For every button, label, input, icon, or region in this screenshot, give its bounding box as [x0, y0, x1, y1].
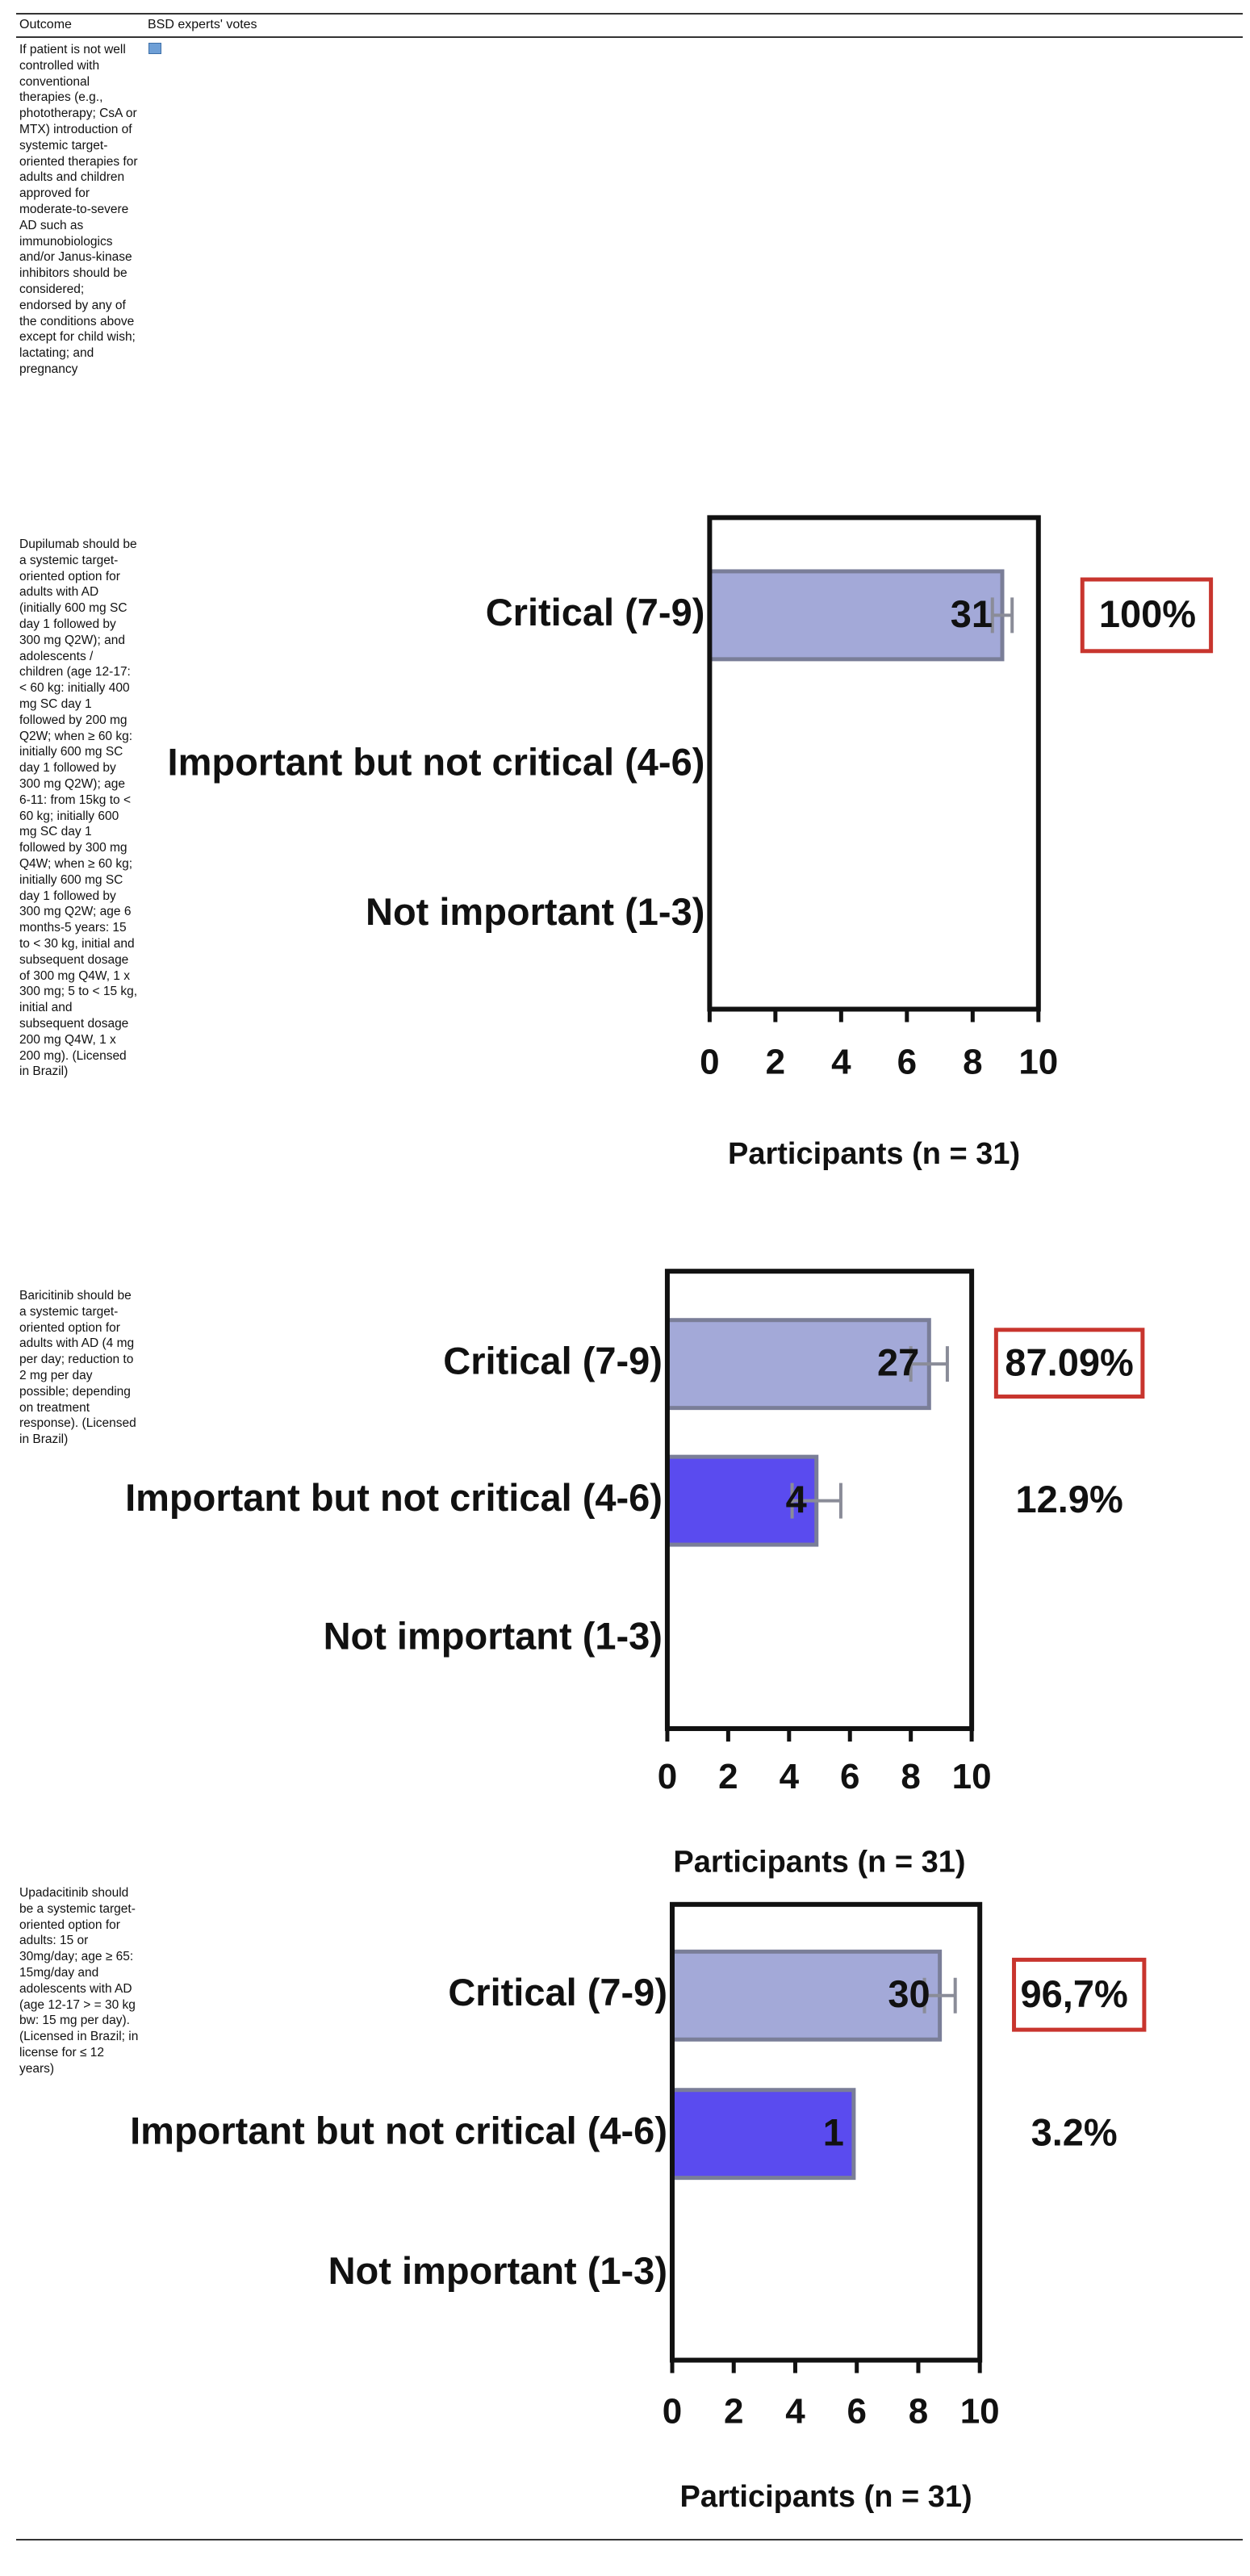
x-tick-label: 0 [658, 1757, 677, 1796]
x-tick-label: 4 [831, 1043, 851, 1082]
x-tick-label: 8 [909, 2392, 928, 2432]
plot-frame [664, 1269, 975, 1731]
x-tick-label: 6 [840, 1757, 859, 1796]
header-cell: Outcome [19, 18, 72, 31]
category-label: Not important (1-3) [328, 2249, 667, 2292]
bar [670, 2088, 856, 2181]
x-tick-label: 0 [700, 1043, 719, 1082]
x-tick-label: 10 [952, 1757, 992, 1796]
plot-frame [707, 515, 1041, 1012]
count-label: 4 [786, 1478, 807, 1520]
count-label: 1 [823, 2111, 844, 2154]
category-label: Important but not critical (4-6) [130, 2110, 667, 2152]
percent-label: 12.9% [1015, 1478, 1122, 1520]
x-axis-title: Participants (n = 31) [680, 2480, 972, 2514]
x-tick-label: 0 [663, 2392, 682, 2432]
count-label: 27 [877, 1341, 919, 1384]
table-rule [16, 2539, 1243, 2540]
x-axis-title: Participants (n = 31) [673, 1845, 965, 1879]
x-tick-label: 10 [960, 2392, 1000, 2432]
category-label: Critical (7-9) [448, 1971, 667, 2014]
bar [670, 1949, 943, 2042]
x-tick-label: 10 [1018, 1043, 1058, 1082]
x-tick-label: 6 [847, 2392, 866, 2432]
x-tick-label: 4 [785, 2392, 805, 2432]
percent-label: 96,7% [1021, 1972, 1128, 2015]
bar [665, 1318, 931, 1411]
outcome-cell: Dupilumab should be a systemic target-or… [19, 537, 138, 1079]
x-tick-label: 2 [718, 1757, 738, 1796]
table-rule [16, 13, 1243, 15]
outcome-cell: If patient is not well controlled with c… [19, 43, 138, 376]
highlight-box [1012, 1957, 1147, 2032]
category-label: Not important (1-3) [366, 890, 704, 933]
category-label: Critical (7-9) [443, 1340, 663, 1382]
outcome-cell: Baricitinib should be a systemic target-… [19, 1289, 136, 1447]
x-axis-title: Participants (n = 31) [728, 1137, 1020, 1171]
x-tick-label: 2 [724, 2392, 743, 2432]
category-label: Not important (1-3) [324, 1614, 663, 1657]
x-tick-label: 8 [901, 1757, 920, 1796]
bar [707, 569, 1005, 662]
category-label: Important but not critical (4-6) [125, 1476, 663, 1519]
header-cell: BSD experts' votes [148, 18, 257, 31]
x-tick-label: 8 [963, 1043, 982, 1082]
x-tick-label: 4 [780, 1757, 800, 1796]
x-tick-label: 6 [897, 1043, 917, 1082]
percent-label: 100% [1099, 592, 1196, 635]
category-label: Critical (7-9) [486, 591, 705, 634]
table-rule [16, 36, 1243, 38]
image-icon [148, 43, 161, 54]
count-label: 31 [951, 592, 993, 635]
count-label: 30 [888, 1972, 930, 2015]
percent-label: 87.09% [1005, 1341, 1133, 1384]
percent-label: 3.2% [1031, 2111, 1118, 2154]
plot-frame [669, 1901, 983, 2363]
outcome-cell: Upadacitinib should be a systemic target… [19, 1886, 139, 2076]
x-tick-label: 2 [766, 1043, 785, 1082]
highlight-box [993, 1328, 1145, 1399]
highlight-box [1080, 577, 1214, 654]
category-label: Important but not critical (4-6) [168, 740, 705, 783]
